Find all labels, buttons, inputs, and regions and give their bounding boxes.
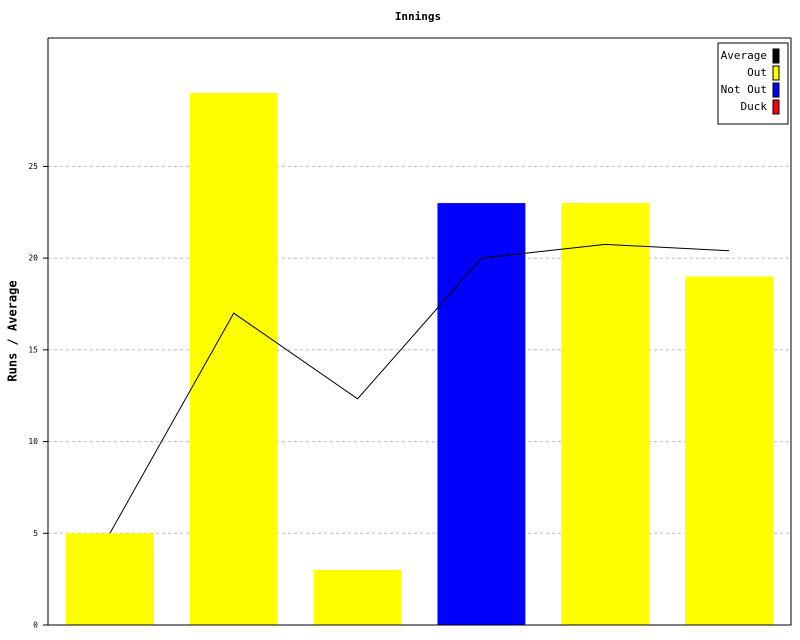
bar	[685, 276, 774, 625]
bar	[313, 569, 402, 625]
legend-label: Out	[747, 66, 767, 79]
bar	[437, 203, 526, 625]
legend-swatch	[772, 82, 780, 98]
legend-label: Duck	[741, 100, 768, 113]
average-line	[109, 243, 730, 534]
legend-swatch	[772, 48, 780, 64]
legend-label: Not Out	[721, 83, 767, 96]
chart-title: Innings	[395, 10, 441, 23]
bar	[189, 93, 278, 625]
bar	[561, 203, 650, 625]
y-tick-label: 15	[28, 345, 38, 354]
plot-frame	[47, 37, 792, 626]
y-tick-label: 25	[28, 162, 38, 171]
legend-label: Average	[721, 49, 767, 62]
y-axis-label: Runs / Average	[6, 280, 20, 381]
y-tick-label: 0	[33, 621, 38, 630]
y-tick-label: 5	[33, 529, 38, 538]
legend-swatch	[772, 65, 780, 81]
legend-swatch	[772, 99, 780, 115]
y-tick-label: 20	[28, 254, 38, 263]
y-tick-label: 10	[28, 437, 38, 446]
bar	[65, 533, 154, 625]
